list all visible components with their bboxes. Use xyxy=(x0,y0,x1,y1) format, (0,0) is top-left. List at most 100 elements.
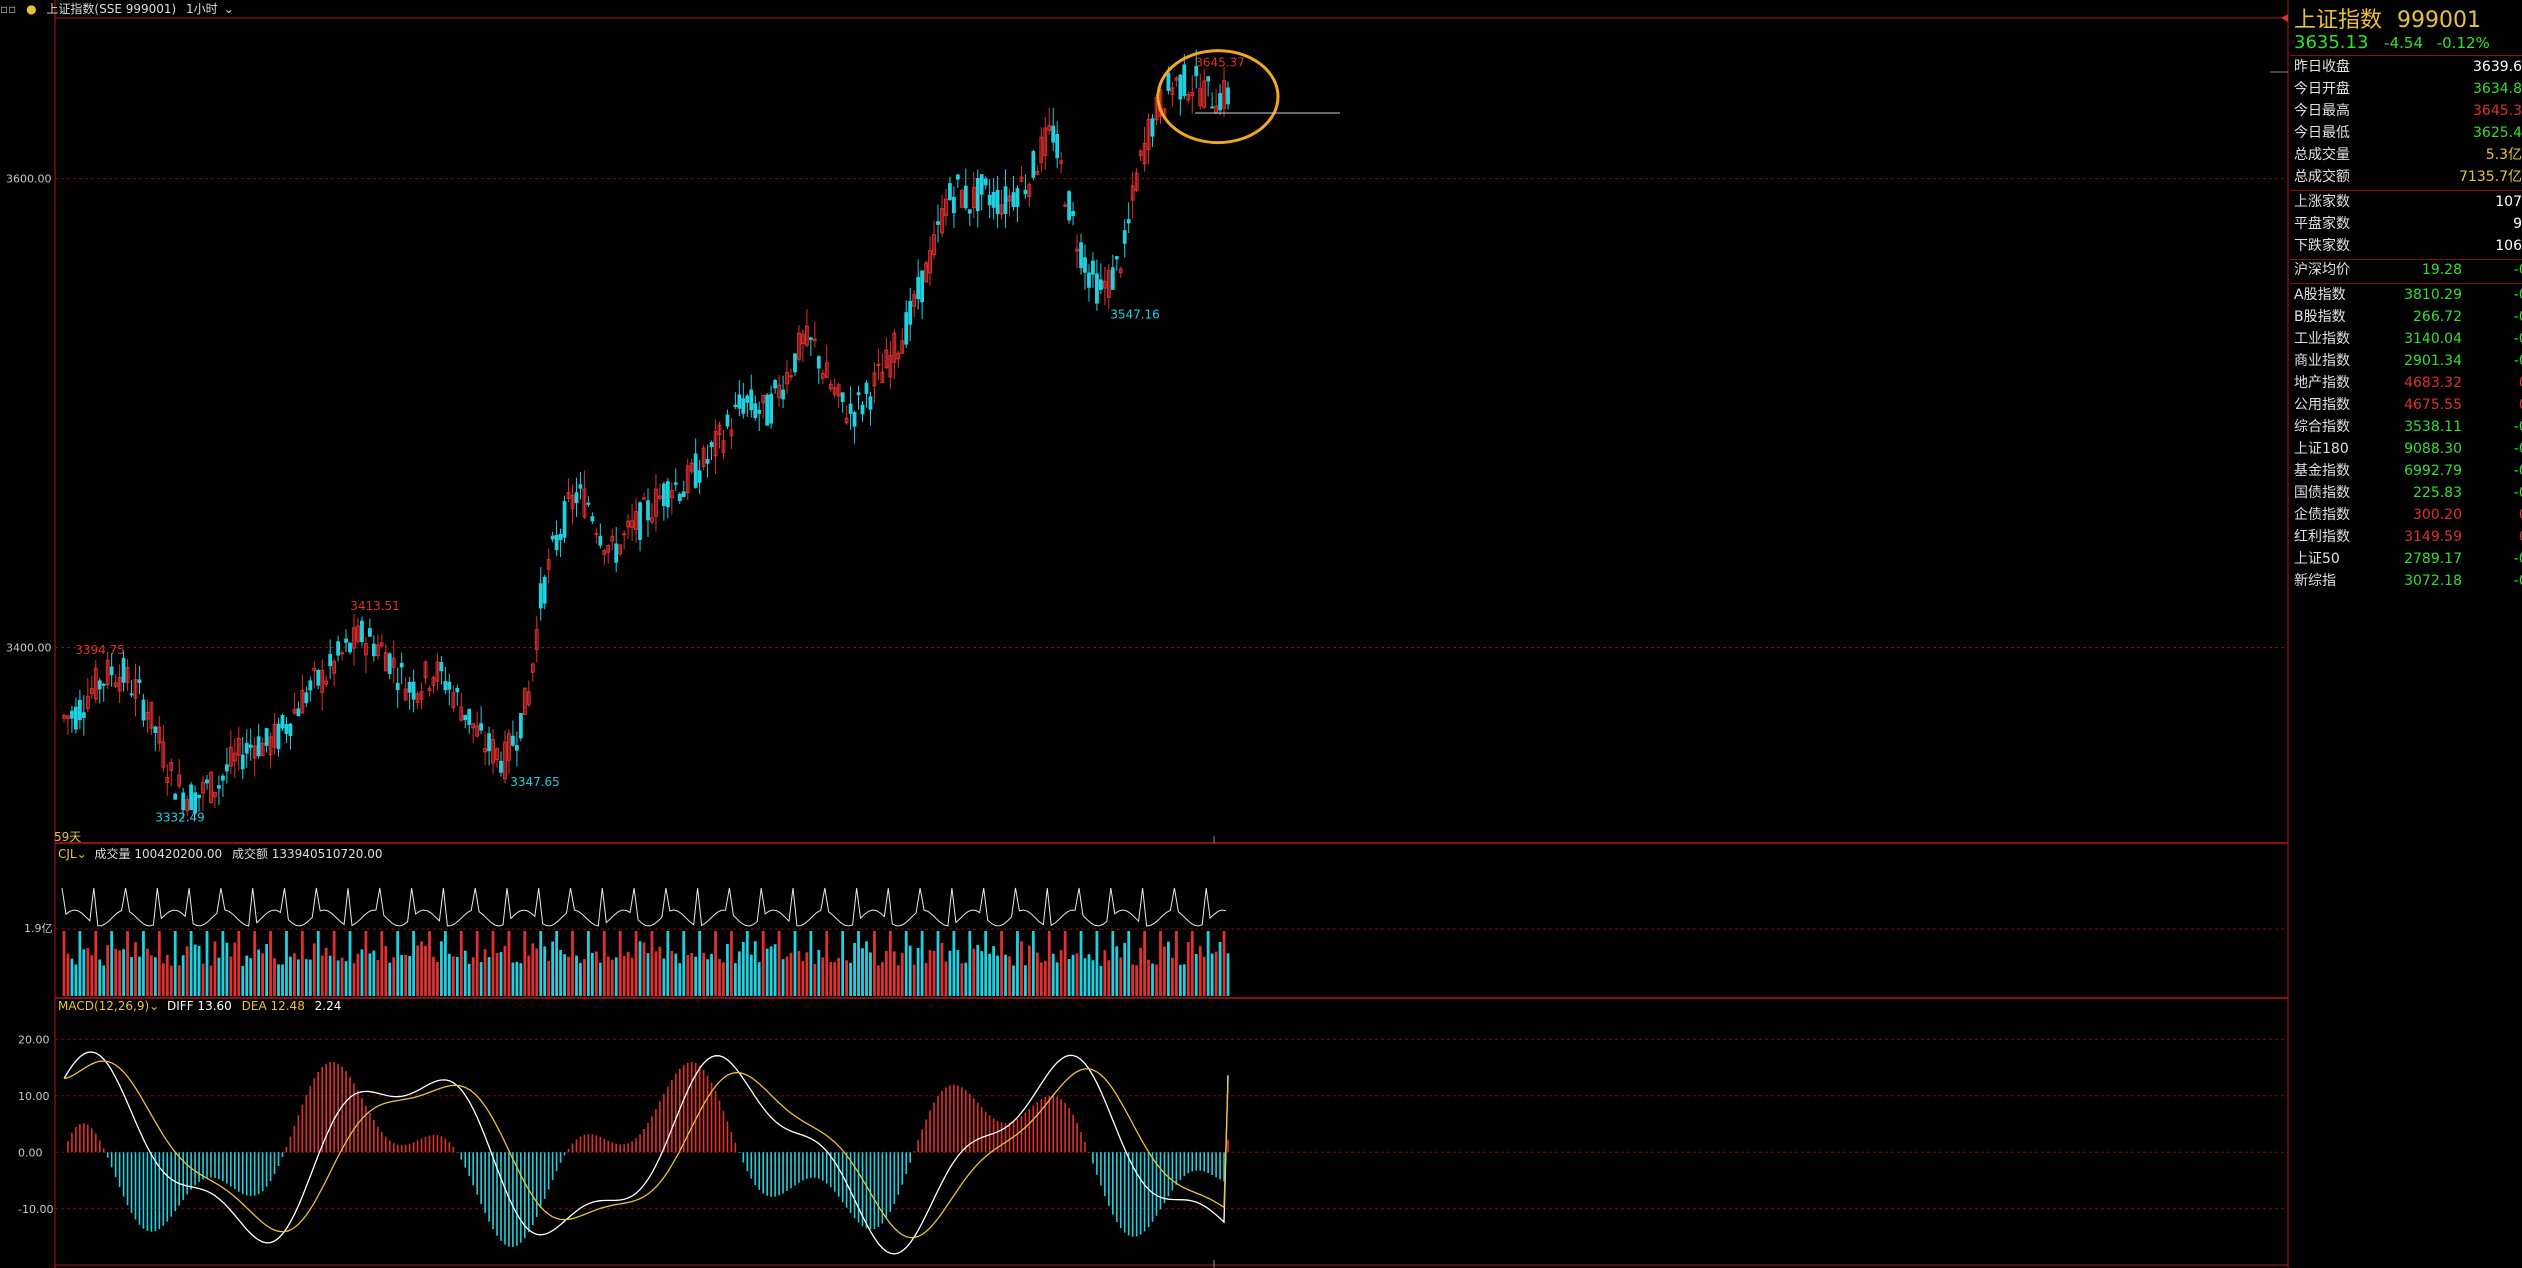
volume-bar[interactable] xyxy=(1131,964,1135,996)
candle[interactable] xyxy=(455,688,460,693)
candle[interactable] xyxy=(308,680,313,691)
candle[interactable] xyxy=(77,699,82,721)
volume-bar[interactable] xyxy=(880,962,884,996)
volume-bar[interactable] xyxy=(396,931,400,996)
volume-bar[interactable] xyxy=(1194,953,1198,996)
volume-bar[interactable] xyxy=(1111,931,1115,996)
volume-bar[interactable] xyxy=(432,956,435,996)
candle[interactable] xyxy=(932,234,936,256)
volume-bar[interactable] xyxy=(944,961,948,996)
volume-bar[interactable] xyxy=(467,963,471,996)
volume-bar[interactable] xyxy=(332,931,336,996)
candle[interactable] xyxy=(797,332,801,360)
volume-bar[interactable] xyxy=(535,948,539,996)
volume-bar[interactable] xyxy=(841,931,845,996)
candle[interactable] xyxy=(451,692,456,709)
candle[interactable] xyxy=(292,709,297,714)
candle[interactable] xyxy=(85,695,90,710)
candle[interactable] xyxy=(936,221,940,225)
candle[interactable] xyxy=(729,429,734,437)
candle[interactable] xyxy=(1194,66,1199,77)
candle[interactable] xyxy=(1019,176,1024,182)
volume-bar[interactable] xyxy=(988,953,992,996)
candle[interactable] xyxy=(435,661,440,682)
volume-bar[interactable] xyxy=(757,962,761,996)
candle[interactable] xyxy=(197,794,201,799)
candle[interactable] xyxy=(709,442,714,447)
volume-bar[interactable] xyxy=(956,949,960,996)
volume-bar[interactable] xyxy=(1043,960,1047,996)
volume-bar[interactable] xyxy=(269,931,272,996)
volume-bar[interactable] xyxy=(845,960,849,996)
candle[interactable] xyxy=(912,294,917,307)
candle[interactable] xyxy=(1043,127,1048,156)
volume-bar[interactable] xyxy=(392,957,396,996)
candle[interactable] xyxy=(423,661,428,679)
volume-bar[interactable] xyxy=(122,949,125,996)
candle[interactable] xyxy=(1206,76,1211,82)
candle[interactable] xyxy=(395,682,400,691)
candle[interactable] xyxy=(181,792,186,811)
volume-bar[interactable] xyxy=(118,950,121,996)
volume-bar[interactable] xyxy=(781,959,785,996)
candle[interactable] xyxy=(721,440,726,454)
candle[interactable] xyxy=(665,481,670,508)
candle[interactable] xyxy=(165,777,170,784)
candle[interactable] xyxy=(705,459,710,464)
candle[interactable] xyxy=(518,713,523,739)
candle[interactable] xyxy=(1083,257,1087,273)
volume-bar[interactable] xyxy=(356,953,360,996)
quote-row[interactable]: 上证50 2789.17 -0.33 xyxy=(2294,549,2522,570)
volume-bar[interactable] xyxy=(980,951,984,996)
candle[interactable] xyxy=(177,774,182,787)
candle[interactable] xyxy=(963,185,968,209)
candle[interactable] xyxy=(896,352,901,360)
candle[interactable] xyxy=(1027,184,1032,198)
volume-bar[interactable] xyxy=(185,946,189,996)
volume-bar[interactable] xyxy=(614,957,618,996)
volume-bar[interactable] xyxy=(805,952,809,996)
volume-bar[interactable] xyxy=(364,931,368,996)
candle[interactable] xyxy=(1031,151,1036,178)
candle[interactable] xyxy=(101,683,106,686)
volume-bar[interactable] xyxy=(233,942,237,996)
volume-bar[interactable] xyxy=(1135,965,1139,996)
volume-bar[interactable] xyxy=(412,931,415,996)
volume-bar[interactable] xyxy=(873,931,876,996)
volume-bar[interactable] xyxy=(66,953,70,996)
volume-bar[interactable] xyxy=(789,952,793,996)
volume-bar[interactable] xyxy=(733,963,737,996)
candle[interactable] xyxy=(479,723,484,731)
volume-bar[interactable] xyxy=(825,931,829,996)
volume-bar[interactable] xyxy=(984,931,988,996)
volume-bar[interactable] xyxy=(753,941,757,996)
candle[interactable] xyxy=(614,543,619,563)
candle[interactable] xyxy=(284,724,289,734)
candle[interactable] xyxy=(610,536,615,542)
quote-row[interactable]: 商业指数 2901.34 -0.30 xyxy=(2294,351,2522,372)
candle[interactable] xyxy=(626,520,631,528)
volume-bar[interactable] xyxy=(189,931,193,996)
candle[interactable] xyxy=(638,502,642,540)
volume-bar[interactable] xyxy=(650,931,654,996)
candle[interactable] xyxy=(70,710,74,719)
candle[interactable] xyxy=(487,733,491,752)
candle[interactable] xyxy=(391,657,396,668)
volume-bar[interactable] xyxy=(1083,958,1087,996)
candle[interactable] xyxy=(646,500,650,521)
volume-bar[interactable] xyxy=(475,931,479,996)
volume-bar[interactable] xyxy=(630,957,634,996)
candle[interactable] xyxy=(1015,188,1020,207)
candle[interactable] xyxy=(801,333,805,345)
candle[interactable] xyxy=(773,380,778,389)
candle[interactable] xyxy=(475,725,480,737)
volume-bar[interactable] xyxy=(793,931,797,996)
candle[interactable] xyxy=(217,785,221,789)
candle[interactable] xyxy=(268,736,273,756)
volume-bar[interactable] xyxy=(130,957,133,996)
candle[interactable] xyxy=(1047,125,1052,131)
volume-bar[interactable] xyxy=(587,931,590,996)
volume-bar[interactable] xyxy=(666,931,670,996)
candle[interactable] xyxy=(407,681,412,693)
